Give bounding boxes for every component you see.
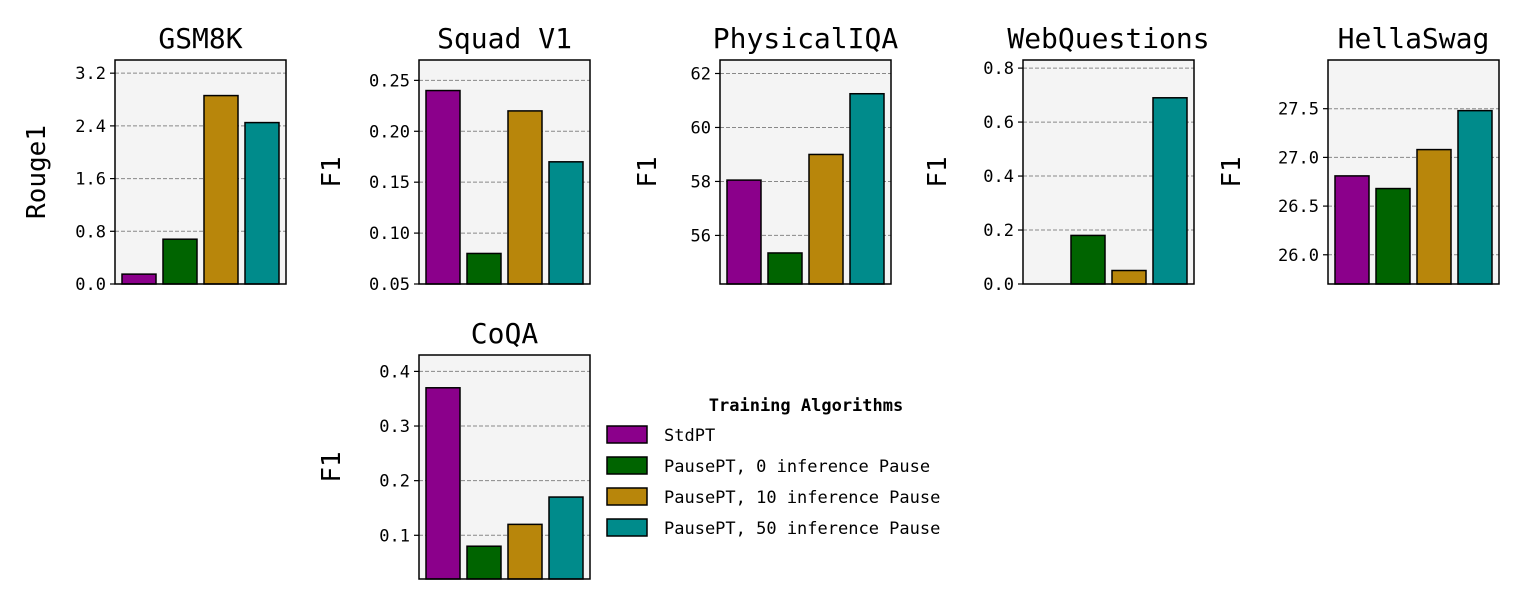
chart-squad-v1: 0.05 0.10 0.15 0.20 0.25 Squad V1 F1 (317, 22, 591, 295)
chart-hellaswag-bar-pausept-0-inference-pause (1375, 187, 1411, 285)
chart-coqa-ylabel: F1 (317, 451, 347, 482)
chart-coqa-bar-pausept-0-inference-pause (466, 545, 502, 580)
chart-hellaswag-frame (1327, 59, 1500, 285)
chart-coqa-bar-stdpt (425, 387, 461, 580)
chart-gsm8k-ytick-label: 3.2 (75, 64, 106, 84)
chart-gsm8k-bar-stdpt (121, 273, 157, 285)
chart-coqa-ytick-label: 0.4 (379, 362, 410, 382)
chart-webquestions-ytick-label: 0.0 (983, 275, 1014, 295)
chart-webquestions-bar-pausept-10-inference-pause (1111, 269, 1147, 285)
chart-hellaswag-bar-pausept-50-inference-pause (1457, 109, 1493, 285)
chart-coqa-ytick-label: 0.1 (379, 526, 410, 546)
chart-physicaliqa-frame (719, 59, 892, 285)
chart-hellaswag: 26.0 26.5 27.0 27.5 HellaSwag F1 (1217, 22, 1500, 285)
chart-gsm8k-bar-pausept-10-inference-pause (203, 94, 239, 285)
chart-coqa-bar-pausept-10-inference-pause (507, 523, 543, 580)
chart-webquestions-frame (1022, 59, 1195, 285)
chart-physicaliqa-ytick-label: 62 (691, 64, 711, 84)
chart-squad-v1-bar-pausept-50-inference-pause (548, 161, 584, 285)
chart-squad-v1-ytick-label: 0.05 (369, 275, 410, 295)
chart-hellaswag-ylabel: F1 (1217, 156, 1247, 187)
chart-webquestions: 0.0 0.2 0.4 0.6 0.8 WebQuestions F1 (923, 22, 1210, 295)
chart-gsm8k-ytick-label: 0.8 (75, 222, 106, 242)
legend-label-pausept-50: PausePT, 50 inference Pause (664, 519, 940, 539)
chart-hellaswag-ytick-label: 26.5 (1278, 197, 1319, 217)
chart-squad-v1-bar-pausept-10-inference-pause (507, 110, 543, 285)
chart-coqa: 0.1 0.2 0.3 0.4 CoQA F1 (317, 317, 591, 580)
chart-coqa-bar-pausept-50-inference-pause (548, 496, 584, 580)
legend-title: Training Algorithms (709, 396, 903, 416)
chart-hellaswag-bar-pausept-10-inference-pause (1416, 148, 1452, 285)
legend-swatch-pausept-50 (606, 518, 648, 537)
chart-gsm8k-ytick-label: 2.4 (75, 117, 106, 137)
chart-physicaliqa-ytick-label: 60 (691, 118, 711, 138)
chart-squad-v1-frame (418, 59, 591, 285)
legend-label-stdpt: StdPT (664, 426, 715, 446)
chart-webquestions-ytick-label: 0.6 (983, 113, 1014, 133)
chart-physicaliqa-bar-stdpt (726, 179, 762, 285)
chart-physicaliqa-bar-pausept-50-inference-pause (849, 92, 885, 285)
chart-squad-v1-ytick-label: 0.15 (369, 173, 410, 193)
chart-hellaswag-title: HellaSwag (1338, 22, 1490, 55)
chart-gsm8k: 0.0 0.8 1.6 2.4 3.2 GSM8K Rouge1 (22, 22, 287, 295)
chart-webquestions-ylabel: F1 (923, 156, 953, 187)
chart-squad-v1-ytick-label: 0.20 (369, 122, 410, 142)
chart-webquestions-bar-pausept-50-inference-pause (1152, 97, 1188, 285)
chart-squad-v1-ytick-label: 0.10 (369, 224, 410, 244)
chart-gsm8k-bar-pausept-0-inference-pause (162, 238, 198, 285)
chart-webquestions-ytick-label: 0.4 (983, 167, 1014, 187)
chart-gsm8k-title: GSM8K (158, 22, 242, 55)
chart-webquestions-bar-pausept-0-inference-pause (1070, 234, 1106, 285)
chart-gsm8k-ylabel: Rouge1 (22, 125, 52, 219)
chart-hellaswag-bar-stdpt (1334, 175, 1370, 285)
chart-coqa-ytick-label: 0.3 (379, 417, 410, 437)
chart-physicaliqa-title: PhysicalIQA (713, 22, 899, 55)
legend-label-pausept-10: PausePT, 10 inference Pause (664, 488, 940, 508)
chart-gsm8k-frame (114, 59, 287, 285)
chart-squad-v1-bar-stdpt (425, 89, 461, 285)
chart-coqa-ytick-label: 0.2 (379, 472, 410, 492)
chart-gsm8k-bar-pausept-50-inference-pause (244, 121, 280, 285)
chart-physicaliqa-ytick-label: 56 (691, 226, 711, 246)
chart-physicaliqa-bar-pausept-0-inference-pause (767, 252, 803, 285)
legend-swatch-stdpt (606, 425, 648, 444)
chart-squad-v1-title: Squad V1 (437, 22, 572, 55)
legend-swatch-pausept-10 (606, 487, 648, 506)
legend-label-pausept-0: PausePT, 0 inference Pause (664, 457, 930, 477)
chart-squad-v1-ytick-label: 0.25 (369, 71, 410, 91)
chart-coqa-title: CoQA (471, 317, 539, 350)
chart-squad-v1-bar-pausept-0-inference-pause (466, 252, 502, 285)
chart-webquestions-title: WebQuestions (1007, 22, 1209, 55)
chart-coqa-frame (418, 354, 591, 580)
chart-hellaswag-ytick-label: 27.5 (1278, 100, 1319, 120)
legend-swatch-pausept-0 (606, 456, 648, 475)
chart-gsm8k-ytick-label: 0.0 (75, 275, 106, 295)
chart-physicaliqa-bar-pausept-10-inference-pause (808, 153, 844, 285)
chart-physicaliqa-ylabel: F1 (633, 156, 663, 187)
chart-squad-v1-ylabel: F1 (317, 156, 347, 187)
chart-hellaswag-ytick-label: 26.0 (1278, 246, 1319, 266)
chart-hellaswag-ytick-label: 27.0 (1278, 148, 1319, 168)
chart-physicaliqa-ytick-label: 58 (691, 172, 711, 192)
charts-group: 0.00.81.62.43.2GSM8KRouge10.050.100.150.… (22, 22, 1500, 580)
legend: Training Algorithms StdPT PausePT, 0 inf… (606, 396, 940, 539)
chart-webquestions-ytick-label: 0.8 (983, 59, 1014, 79)
chart-webquestions-ytick-label: 0.2 (983, 221, 1014, 241)
chart-gsm8k-ytick-label: 1.6 (75, 170, 106, 190)
